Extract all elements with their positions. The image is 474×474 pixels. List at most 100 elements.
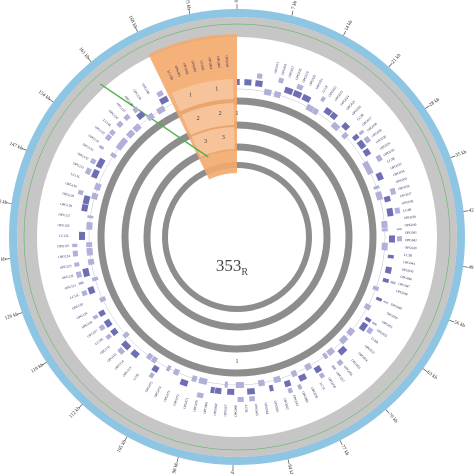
gene-block bbox=[305, 103, 315, 113]
gene-block bbox=[389, 187, 397, 196]
tick-mark bbox=[6, 202, 12, 204]
gene-block bbox=[116, 120, 124, 128]
gene-label: OPG035 bbox=[395, 176, 408, 184]
gene-block bbox=[84, 167, 92, 176]
gene-block bbox=[372, 285, 380, 292]
gene-label: OPG117 bbox=[86, 329, 98, 339]
gene-label: OPG130 bbox=[65, 181, 78, 188]
gene-block bbox=[363, 302, 372, 311]
gene-label: OPG029 bbox=[371, 128, 383, 138]
gene-label: OPG063 bbox=[273, 400, 280, 413]
gene-label: OPG006 bbox=[225, 55, 230, 67]
gene-label: LC8L bbox=[244, 405, 248, 413]
tick-label: 70 kb bbox=[387, 413, 398, 425]
gene-label: OPG060 bbox=[301, 391, 309, 404]
gene-block bbox=[358, 129, 365, 136]
tick-mark bbox=[425, 105, 430, 109]
gene-label: OPG120 bbox=[71, 302, 84, 311]
tick-label: 42 kb bbox=[469, 208, 474, 214]
gene-block bbox=[103, 318, 113, 328]
gene-block bbox=[341, 121, 351, 131]
gene-label: OPG070 bbox=[192, 399, 199, 412]
gene-block bbox=[311, 107, 320, 116]
tick-mark bbox=[49, 98, 54, 103]
gene-block bbox=[98, 309, 106, 317]
gene-block bbox=[383, 195, 391, 203]
tick-mark bbox=[450, 155, 456, 158]
gene-block bbox=[104, 133, 113, 142]
gene-label: LC7L bbox=[319, 382, 326, 391]
gene-label: OPG020 bbox=[308, 74, 317, 87]
gene-label: OPG044 bbox=[403, 260, 416, 266]
gene-label: OPG138 bbox=[124, 95, 135, 107]
gene-block bbox=[146, 112, 155, 122]
gene-block bbox=[224, 381, 228, 388]
tick-label: 105 kb bbox=[117, 439, 128, 454]
tick-label: 119 kb bbox=[31, 363, 45, 375]
green-marker-line bbox=[100, 83, 209, 158]
gene-label: OPG032 bbox=[383, 148, 396, 157]
gene-label: OPG119 bbox=[76, 311, 89, 320]
gene-label: OPG002 bbox=[182, 62, 189, 75]
gene-label: OPG072 bbox=[172, 393, 180, 406]
gene-label: OPG113 bbox=[122, 366, 133, 378]
tick-label: 49 kb bbox=[468, 265, 474, 271]
gene-block bbox=[358, 321, 369, 332]
gene-block bbox=[123, 113, 131, 122]
gene-label: OPG066 bbox=[234, 405, 238, 417]
gene-block bbox=[346, 327, 356, 337]
gene-block bbox=[132, 123, 142, 133]
gene-block bbox=[371, 321, 378, 326]
gene-block bbox=[210, 386, 215, 394]
highlight-segment bbox=[181, 103, 235, 135]
gene-label: OPG003 bbox=[190, 60, 197, 73]
gene-block bbox=[81, 289, 88, 297]
gene-label: OPG073 bbox=[163, 390, 172, 403]
gene-block bbox=[329, 111, 339, 121]
gene-block bbox=[95, 160, 105, 169]
tick-mark bbox=[449, 319, 455, 323]
ring-number: 1 bbox=[236, 359, 239, 365]
gene-block bbox=[179, 378, 189, 387]
gene-block bbox=[255, 80, 263, 88]
gene-label: OPG114 bbox=[114, 359, 125, 371]
tick-label: 133 kb bbox=[0, 257, 7, 263]
tick-mark bbox=[124, 436, 128, 442]
gene-block bbox=[148, 372, 155, 379]
gene-label: OPG004 bbox=[207, 57, 213, 70]
gene-block bbox=[246, 387, 256, 395]
gene-block bbox=[321, 352, 329, 360]
gene-label: OPG022 bbox=[328, 85, 338, 97]
gene-block bbox=[110, 327, 119, 337]
gene-block bbox=[375, 296, 383, 302]
gene-label: OPG075 bbox=[144, 381, 154, 394]
gene-block bbox=[98, 324, 106, 332]
tick-mark bbox=[42, 361, 47, 366]
gene-block bbox=[214, 387, 222, 395]
gene-block bbox=[87, 258, 95, 266]
green-outline-ring bbox=[23, 23, 451, 451]
gene-label: OPG026 bbox=[351, 105, 362, 117]
gene-block bbox=[363, 135, 372, 144]
gene-block bbox=[237, 79, 240, 86]
gene-block bbox=[77, 189, 84, 196]
gene-block bbox=[87, 286, 96, 295]
gene-label: OPG034 bbox=[393, 169, 406, 177]
gene-label: LC9L bbox=[132, 372, 140, 381]
region-number: 1 bbox=[215, 86, 218, 92]
tick-mark bbox=[463, 266, 469, 268]
gene-label: OPG039 bbox=[404, 215, 417, 220]
gene-label: OPG019 bbox=[301, 71, 309, 84]
tick-label: 21 kb bbox=[391, 53, 403, 65]
tick-label: 35 kb bbox=[455, 150, 468, 159]
gene-label: OPG137 bbox=[115, 102, 126, 114]
gene-block bbox=[257, 379, 266, 387]
gene-label: OPG050 bbox=[386, 311, 399, 320]
gene-block bbox=[86, 247, 94, 256]
gene-label: OPG140 bbox=[141, 83, 151, 95]
gene-label: LC6R bbox=[370, 336, 380, 345]
gene-block bbox=[235, 381, 245, 388]
gene-block bbox=[364, 316, 372, 323]
gene-label: LC5R bbox=[404, 253, 413, 258]
gene-label: OPG067 bbox=[223, 404, 228, 416]
